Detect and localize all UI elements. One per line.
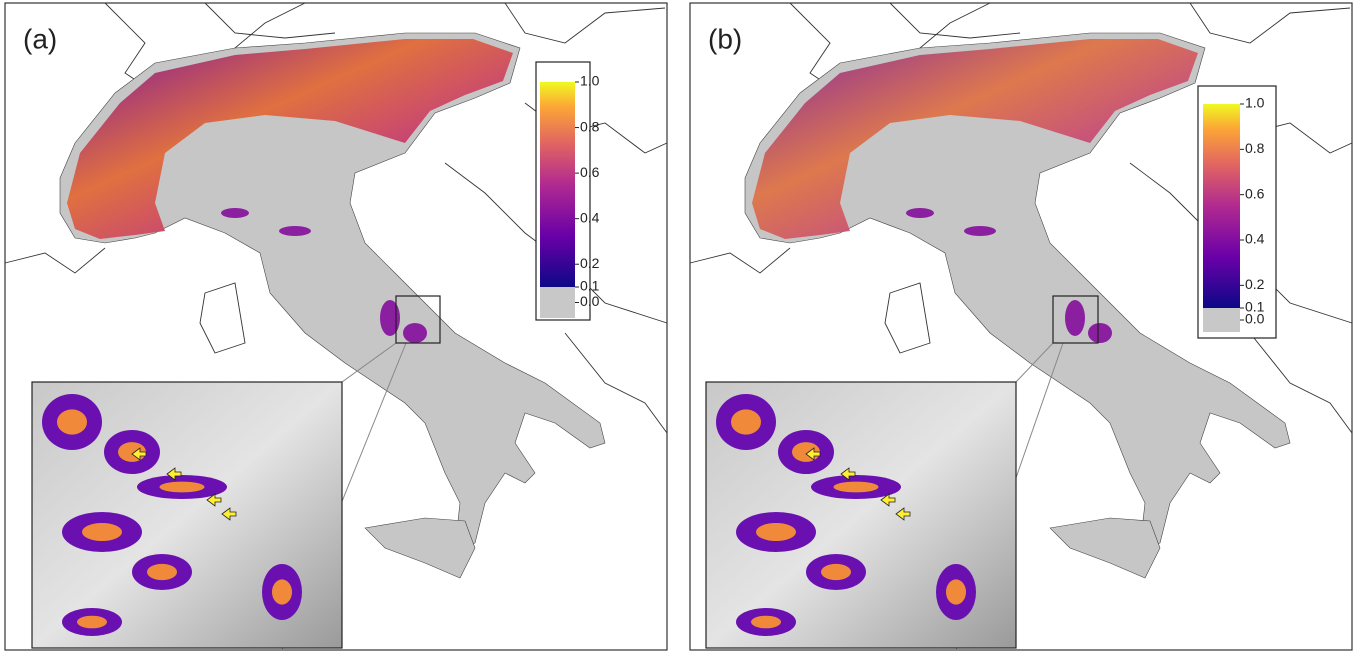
apennine-patch (279, 226, 311, 236)
figure: (a)0.00.10.20.40.60.81.0(b)0.00.10.20.40… (0, 0, 1358, 654)
apennine-patch (403, 323, 427, 343)
colorbar-tick-label: 0.1 (1245, 299, 1265, 315)
colorbar-tick-label: 0.4 (580, 209, 600, 225)
colorbar-tick-label: 0.6 (580, 164, 600, 180)
inset-patch-core (946, 579, 966, 604)
inset-patch-core (147, 564, 177, 580)
apennine-patch (1065, 300, 1085, 336)
panel-label: (a) (23, 23, 57, 54)
colorbar-tick-label: 0.1 (580, 278, 600, 294)
inset-patch-core (756, 523, 796, 541)
colorbar-tick-label: 0.2 (1245, 276, 1265, 292)
colorbar-zero (540, 287, 575, 318)
colorbar-tick-label: 0.2 (580, 255, 600, 271)
colorbar-tick-label: 0.8 (580, 118, 600, 134)
inset-patch-core (57, 409, 87, 434)
map-panel: (a) 0.00.1 0.2 0.4 0.6 0.8 1.0 (5, 3, 667, 650)
apennine-patch (1088, 323, 1112, 343)
map-panel: (b)0.00.10.20.40.60.81.0 (690, 3, 1352, 650)
colorbar-tick-label: 1.0 (580, 73, 600, 89)
colorbar-gradient (540, 82, 575, 287)
apennine-patch (380, 300, 400, 336)
inset-patch-core (731, 409, 761, 434)
colorbar-tick-label: 0.0 (580, 293, 600, 309)
colorbar-tick-label: 0.6 (1245, 185, 1265, 201)
colorbar-tick-label: 1.0 (1245, 95, 1265, 111)
apennine-patch (906, 208, 934, 218)
apennine-patch (221, 208, 249, 218)
colorbar-tick-label: 0.4 (1245, 231, 1265, 247)
inset-patch-core (751, 616, 781, 629)
inset-patch-core (834, 482, 879, 493)
inset-patch-core (77, 616, 107, 629)
colorbar-tick-label: 0.8 (1245, 140, 1265, 156)
colorbar-zero (1203, 308, 1240, 332)
colorbar-gradient (1203, 104, 1240, 308)
apennine-patch (964, 226, 996, 236)
inset-patch-core (82, 523, 122, 541)
panel-label: (b) (708, 23, 742, 54)
inset-patch-core (821, 564, 851, 580)
inset-patch-core (272, 579, 292, 604)
inset-patch-core (160, 482, 205, 493)
